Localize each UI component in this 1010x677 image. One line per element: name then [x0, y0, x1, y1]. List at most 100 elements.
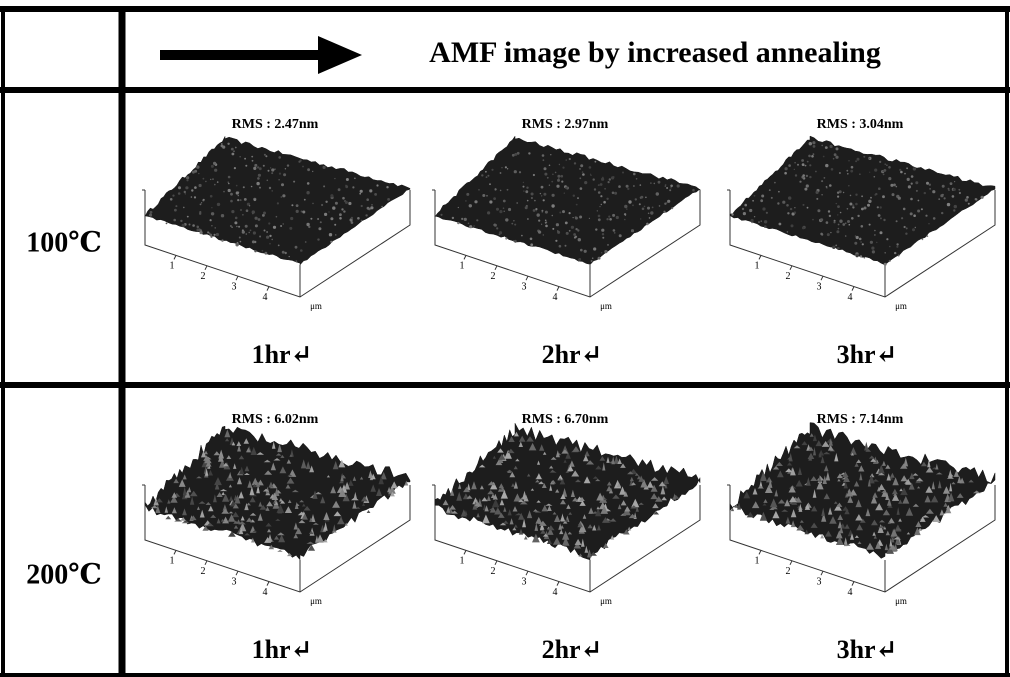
- surface-grain: [602, 233, 604, 235]
- surface-grain: [318, 227, 321, 230]
- surface-grain: [578, 259, 581, 262]
- surface-grain: [264, 230, 266, 232]
- surface-grain: [555, 240, 557, 242]
- surface-grain: [291, 204, 293, 206]
- axis-tick-label: 4: [553, 292, 558, 303]
- surface-grain: [366, 198, 369, 201]
- surface-grain: [633, 173, 636, 176]
- surface-grain: [769, 189, 771, 191]
- surface-grain: [263, 212, 266, 215]
- surface-grain: [883, 174, 885, 176]
- surface-grain: [636, 178, 638, 180]
- surface-grain: [252, 213, 253, 214]
- surface-grain: [328, 211, 329, 212]
- surface-grain: [968, 203, 970, 205]
- surface-grain: [150, 211, 153, 214]
- surface-grain: [528, 152, 530, 154]
- surface-grain: [217, 181, 219, 183]
- surface-grain: [888, 177, 891, 180]
- surface-grain: [589, 166, 592, 169]
- surface-grain: [631, 229, 634, 232]
- surface-grain: [815, 171, 817, 173]
- surface-grain: [526, 187, 528, 189]
- surface-grain: [543, 199, 545, 201]
- surface-grain: [830, 145, 833, 148]
- surface-grain: [278, 245, 280, 247]
- surface-grain: [824, 177, 826, 179]
- surface-grain: [573, 233, 576, 236]
- surface-grain: [812, 219, 814, 221]
- surface-grain: [839, 220, 842, 223]
- surface-grain: [345, 201, 348, 204]
- surface-grain: [874, 234, 875, 235]
- surface-grain: [614, 232, 616, 234]
- surface-grain: [632, 204, 634, 206]
- surface-grain: [875, 193, 877, 195]
- surface-grain: [221, 240, 223, 242]
- surface-grain: [514, 170, 517, 173]
- surface-grain: [269, 235, 271, 237]
- surface-grain: [795, 174, 797, 176]
- surface-grain: [240, 241, 242, 243]
- surface-grain: [645, 197, 647, 199]
- surface-grain: [826, 187, 827, 188]
- surface-grain: [837, 205, 840, 208]
- surface-grain: [848, 160, 849, 161]
- surface-grain: [603, 201, 606, 204]
- surface-grain: [899, 169, 901, 171]
- surface-grain: [525, 190, 528, 193]
- surface-grain: [267, 180, 269, 182]
- surface-grain: [598, 218, 601, 221]
- surface-grain: [855, 235, 857, 237]
- surface-grain: [257, 177, 260, 180]
- surface-grain: [825, 146, 828, 149]
- surface-grain: [556, 185, 559, 188]
- surface-grain: [627, 188, 629, 190]
- surface-grain: [847, 220, 850, 223]
- surface-grain: [452, 217, 454, 219]
- surface-grain: [580, 249, 583, 252]
- surface-grain: [883, 219, 885, 221]
- surface-grain: [257, 166, 259, 168]
- surface-grain: [913, 214, 916, 217]
- surface-grain: [582, 173, 585, 176]
- surface-grain: [579, 177, 581, 179]
- surface-grain: [929, 188, 931, 190]
- surface-grain: [348, 202, 351, 205]
- surface-grain: [519, 171, 521, 173]
- surface-grain: [624, 213, 626, 215]
- surface-grain: [826, 221, 829, 224]
- surface-grain: [508, 208, 511, 211]
- surface-grain: [948, 190, 949, 191]
- surface-grain: [580, 187, 583, 190]
- surface-grain: [543, 193, 546, 196]
- surface-grain: [301, 211, 303, 213]
- surface-grain: [194, 186, 197, 189]
- surface-grain: [917, 210, 920, 213]
- surface-grain: [185, 193, 186, 194]
- surface-grain: [650, 211, 653, 214]
- surface-grain: [240, 199, 242, 201]
- surface-grain: [577, 197, 579, 199]
- surface-grain: [958, 189, 960, 191]
- surface-grain: [330, 241, 332, 243]
- surface-grain: [228, 183, 230, 185]
- surface-grain: [476, 219, 478, 221]
- surface-grain: [604, 188, 606, 190]
- surface-grain: [317, 218, 319, 220]
- surface-grain: [886, 238, 888, 240]
- surface-grain: [918, 200, 920, 202]
- surface-grain: [272, 190, 273, 191]
- surface-grain: [512, 154, 515, 157]
- axis-tick-label: 3: [817, 576, 822, 587]
- rms-label: RMS : 7.14nm: [817, 412, 904, 427]
- surface-grain: [256, 182, 259, 185]
- surface-grain: [869, 158, 870, 159]
- surface-grain: [879, 161, 881, 163]
- surface-grain: [307, 168, 310, 171]
- surface-grain: [201, 202, 202, 203]
- surface-grain: [545, 225, 548, 228]
- surface-grain: [816, 191, 819, 194]
- surface-grain: [670, 187, 672, 189]
- axis-tick-label: 2: [786, 271, 791, 282]
